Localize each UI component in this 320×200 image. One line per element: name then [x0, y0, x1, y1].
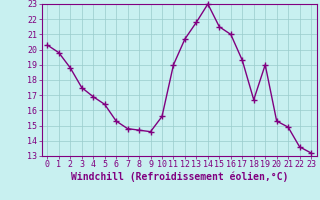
X-axis label: Windchill (Refroidissement éolien,°C): Windchill (Refroidissement éolien,°C): [70, 172, 288, 182]
